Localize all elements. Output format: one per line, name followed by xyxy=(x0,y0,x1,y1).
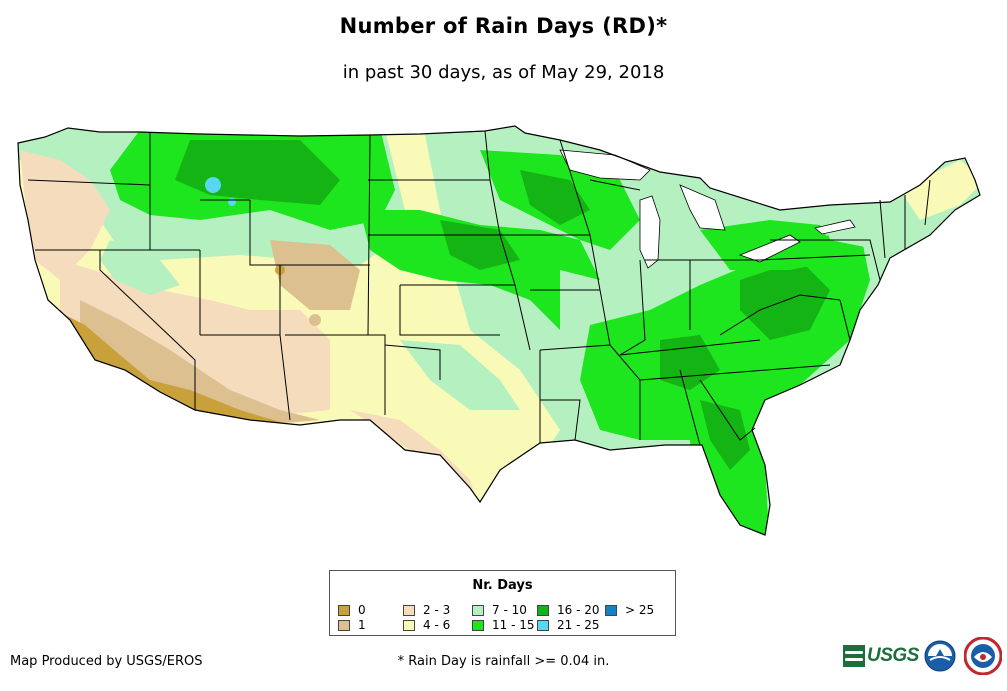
legend-label: > 25 xyxy=(625,603,655,617)
legend-label: 7 - 10 xyxy=(492,603,527,617)
legend-swatch xyxy=(537,619,549,631)
legend-swatch xyxy=(472,604,484,616)
legend: Nr. Days 0 1 2 - 3 4 - 6 7 - 10 11 - 15 … xyxy=(329,570,676,636)
legend-label: 0 xyxy=(358,603,366,617)
legend-item-8: > 25 xyxy=(605,603,654,617)
map-credit: Map Produced by USGS/EROS xyxy=(10,654,203,669)
legend-item-4: 7 - 10 xyxy=(472,603,527,617)
rain-days-map xyxy=(0,110,1007,550)
legend-label: 2 - 3 xyxy=(423,603,451,617)
legend-label: 21 - 25 xyxy=(557,618,600,632)
legend-item-3: 4 - 6 xyxy=(403,618,450,632)
legend-item-5: 11 - 15 xyxy=(472,618,535,632)
rain-day-fill xyxy=(18,126,980,535)
legend-title: Nr. Days xyxy=(472,578,533,593)
usgs-wordmark: USGS xyxy=(867,645,919,666)
nws-logo xyxy=(964,637,1002,675)
map-subtitle: in past 30 days, as of May 29, 2018 xyxy=(342,62,665,83)
legend-item-0: 0 xyxy=(338,603,366,617)
legend-swatch xyxy=(605,604,617,616)
legend-label: 11 - 15 xyxy=(492,618,535,632)
legend-label: 16 - 20 xyxy=(557,603,600,617)
legend-swatch xyxy=(472,619,484,631)
legend-swatch xyxy=(403,619,415,631)
legend-swatch xyxy=(338,619,350,631)
state-borders xyxy=(17,125,981,536)
usgs-wave-icon xyxy=(843,645,865,667)
map-title: Number of Rain Days (RD)* xyxy=(339,14,668,38)
usgs-logo: USGS xyxy=(843,641,919,671)
legend-label: 4 - 6 xyxy=(423,618,451,632)
legend-item-2: 2 - 3 xyxy=(403,603,450,617)
noaa-logo xyxy=(924,640,956,672)
legend-swatch xyxy=(338,604,350,616)
legend-swatch xyxy=(403,604,415,616)
legend-item-1: 1 xyxy=(338,618,366,632)
rain-day-footnote: * Rain Day is rainfall >= 0.04 in. xyxy=(397,654,610,669)
legend-item-7: 21 - 25 xyxy=(537,618,600,632)
legend-swatch xyxy=(537,604,549,616)
legend-label: 1 xyxy=(358,618,366,632)
legend-item-6: 16 - 20 xyxy=(537,603,600,617)
